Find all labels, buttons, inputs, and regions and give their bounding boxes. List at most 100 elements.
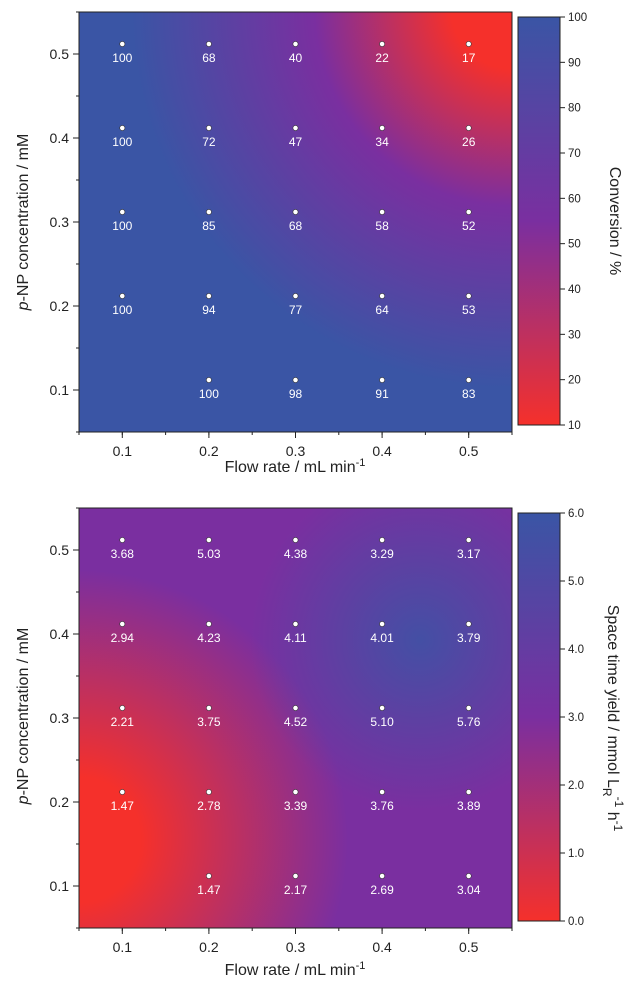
y-tick-label: 0.1	[50, 878, 70, 894]
heatmap-field	[79, 12, 512, 432]
data-point-label: 100	[199, 387, 219, 401]
data-point	[292, 621, 299, 627]
data-point-label: 3.89	[457, 799, 481, 813]
data-point-label: 4.23	[197, 631, 221, 645]
colorbar-tick-label: 0.0	[568, 916, 584, 928]
data-point-label: 1.47	[111, 799, 135, 813]
data-point	[205, 537, 212, 543]
y-tick-label: 0.3	[50, 710, 70, 726]
data-point-label: 47	[289, 135, 303, 149]
data-point-label: 3.76	[370, 799, 394, 813]
data-point-label: 17	[462, 51, 476, 65]
x-tick-label: 0.2	[199, 443, 219, 459]
data-point	[119, 41, 126, 47]
data-point	[119, 705, 126, 711]
data-point	[379, 293, 385, 299]
data-point-label: 3.04	[457, 883, 481, 897]
y-tick-label: 0.2	[50, 298, 70, 314]
data-point-label: 5.03	[197, 547, 221, 561]
data-point	[205, 41, 212, 47]
x-tick-label: 0.4	[372, 939, 392, 955]
axis-ticks: 0.1 0.2 0.3 0.4 0.5 0.1 0.2 0.3 0.4 0.5	[50, 507, 513, 955]
data-point-label: 4.01	[370, 631, 394, 645]
y-tick-label: 0.2	[50, 794, 70, 810]
data-point-label: 100	[112, 303, 132, 317]
data-point-label: 77	[289, 303, 303, 317]
data-point	[465, 293, 472, 299]
data-point-label: 22	[375, 51, 389, 65]
colorbar-tick-label: 40	[568, 284, 581, 296]
data-point-label: 3.39	[284, 799, 308, 813]
data-point	[292, 705, 299, 711]
colorbar-tick-label: 60	[568, 193, 581, 205]
data-point	[465, 705, 472, 711]
data-point	[119, 293, 126, 299]
colorbar-ticks: 10 20 30 40 50 60 70 80 90 100	[560, 12, 587, 432]
x-tick-label: 0.3	[286, 443, 306, 459]
data-point	[379, 377, 385, 383]
data-point	[205, 621, 212, 627]
data-point	[465, 209, 472, 215]
data-point	[205, 209, 212, 215]
data-point	[292, 537, 299, 543]
colorbar-tick-label: 90	[568, 57, 581, 69]
colorbar-tick-label: 20	[568, 375, 581, 387]
colorbar-ticks: 0.0 1.0 2.0 3.0 4.0 5.0 6.0	[560, 508, 584, 928]
data-point-label: 100	[112, 135, 132, 149]
data-point-label: 5.76	[457, 715, 481, 729]
colorbar-tick-label: 5.0	[568, 576, 584, 588]
data-point	[205, 789, 212, 795]
data-point-label: 2.21	[111, 715, 135, 729]
data-point-label: 26	[462, 135, 476, 149]
data-point	[205, 377, 212, 383]
colorbar-title: Conversion / %	[606, 167, 623, 276]
data-point-label: 4.52	[284, 715, 308, 729]
data-point-label: 100	[112, 219, 132, 233]
colorbar-tick-label: 70	[568, 148, 581, 160]
data-point-label: 72	[202, 135, 216, 149]
data-point	[292, 789, 299, 795]
data-point-label: 64	[375, 303, 389, 317]
data-point	[292, 873, 299, 879]
colorbar-tick-label: 100	[568, 12, 587, 24]
data-points: 100 68 40 22 17 100 72 47 34 26 100 85 68 58 52 100 94 77…	[112, 41, 476, 401]
data-point-label: 3.68	[111, 547, 135, 561]
data-point-label: 3.75	[197, 715, 221, 729]
colorbar-title: Space time yield / mmol LR-1 h-1	[600, 605, 626, 832]
data-point	[379, 537, 385, 543]
colorbar	[517, 512, 561, 922]
data-point-label: 34	[375, 135, 389, 149]
data-point	[465, 789, 472, 795]
y-axis-title: p-NP concentration / mM	[15, 134, 32, 312]
x-tick-label: 0.4	[372, 443, 392, 459]
heatmap-field-highlight	[79, 508, 512, 928]
colorbar-tick-label: 10	[568, 420, 581, 432]
colorbar-tick-label: 80	[568, 103, 581, 115]
y-tick-label: 0.5	[50, 46, 70, 62]
y-tick-label: 0.4	[50, 626, 70, 642]
data-points: 3.68 5.03 4.38 3.29 3.17 2.94 4.23 4.11 4.01 3.79…	[111, 537, 481, 897]
y-tick-label: 0.4	[50, 130, 70, 146]
data-point-label: 2.17	[284, 883, 308, 897]
x-tick-label: 0.5	[459, 939, 479, 955]
data-point	[379, 705, 385, 711]
data-point-label: 2.69	[370, 883, 394, 897]
data-point-label: 53	[462, 303, 476, 317]
colorbar-tick-label: 3.0	[568, 712, 584, 724]
x-tick-label: 0.3	[286, 939, 306, 955]
data-point	[465, 125, 472, 131]
data-point	[292, 41, 299, 47]
y-tick-label: 0.5	[50, 542, 70, 558]
y-tick-label: 0.1	[50, 382, 70, 398]
x-tick-label: 0.5	[459, 443, 479, 459]
data-point	[119, 537, 126, 543]
data-point-label: 98	[289, 387, 303, 401]
data-point	[205, 705, 212, 711]
data-point-label: 58	[375, 219, 389, 233]
data-point-label: 3.79	[457, 631, 481, 645]
x-axis-title: Flow rate / mL min-1	[225, 457, 366, 476]
data-point	[119, 209, 126, 215]
y-tick-label: 0.3	[50, 214, 70, 230]
chart-space-time-yield: 0.1 0.2 0.3 0.4 0.5 0.1 0.2 0.3 0.4 0.5 3.68 5.03 4…	[15, 507, 626, 979]
